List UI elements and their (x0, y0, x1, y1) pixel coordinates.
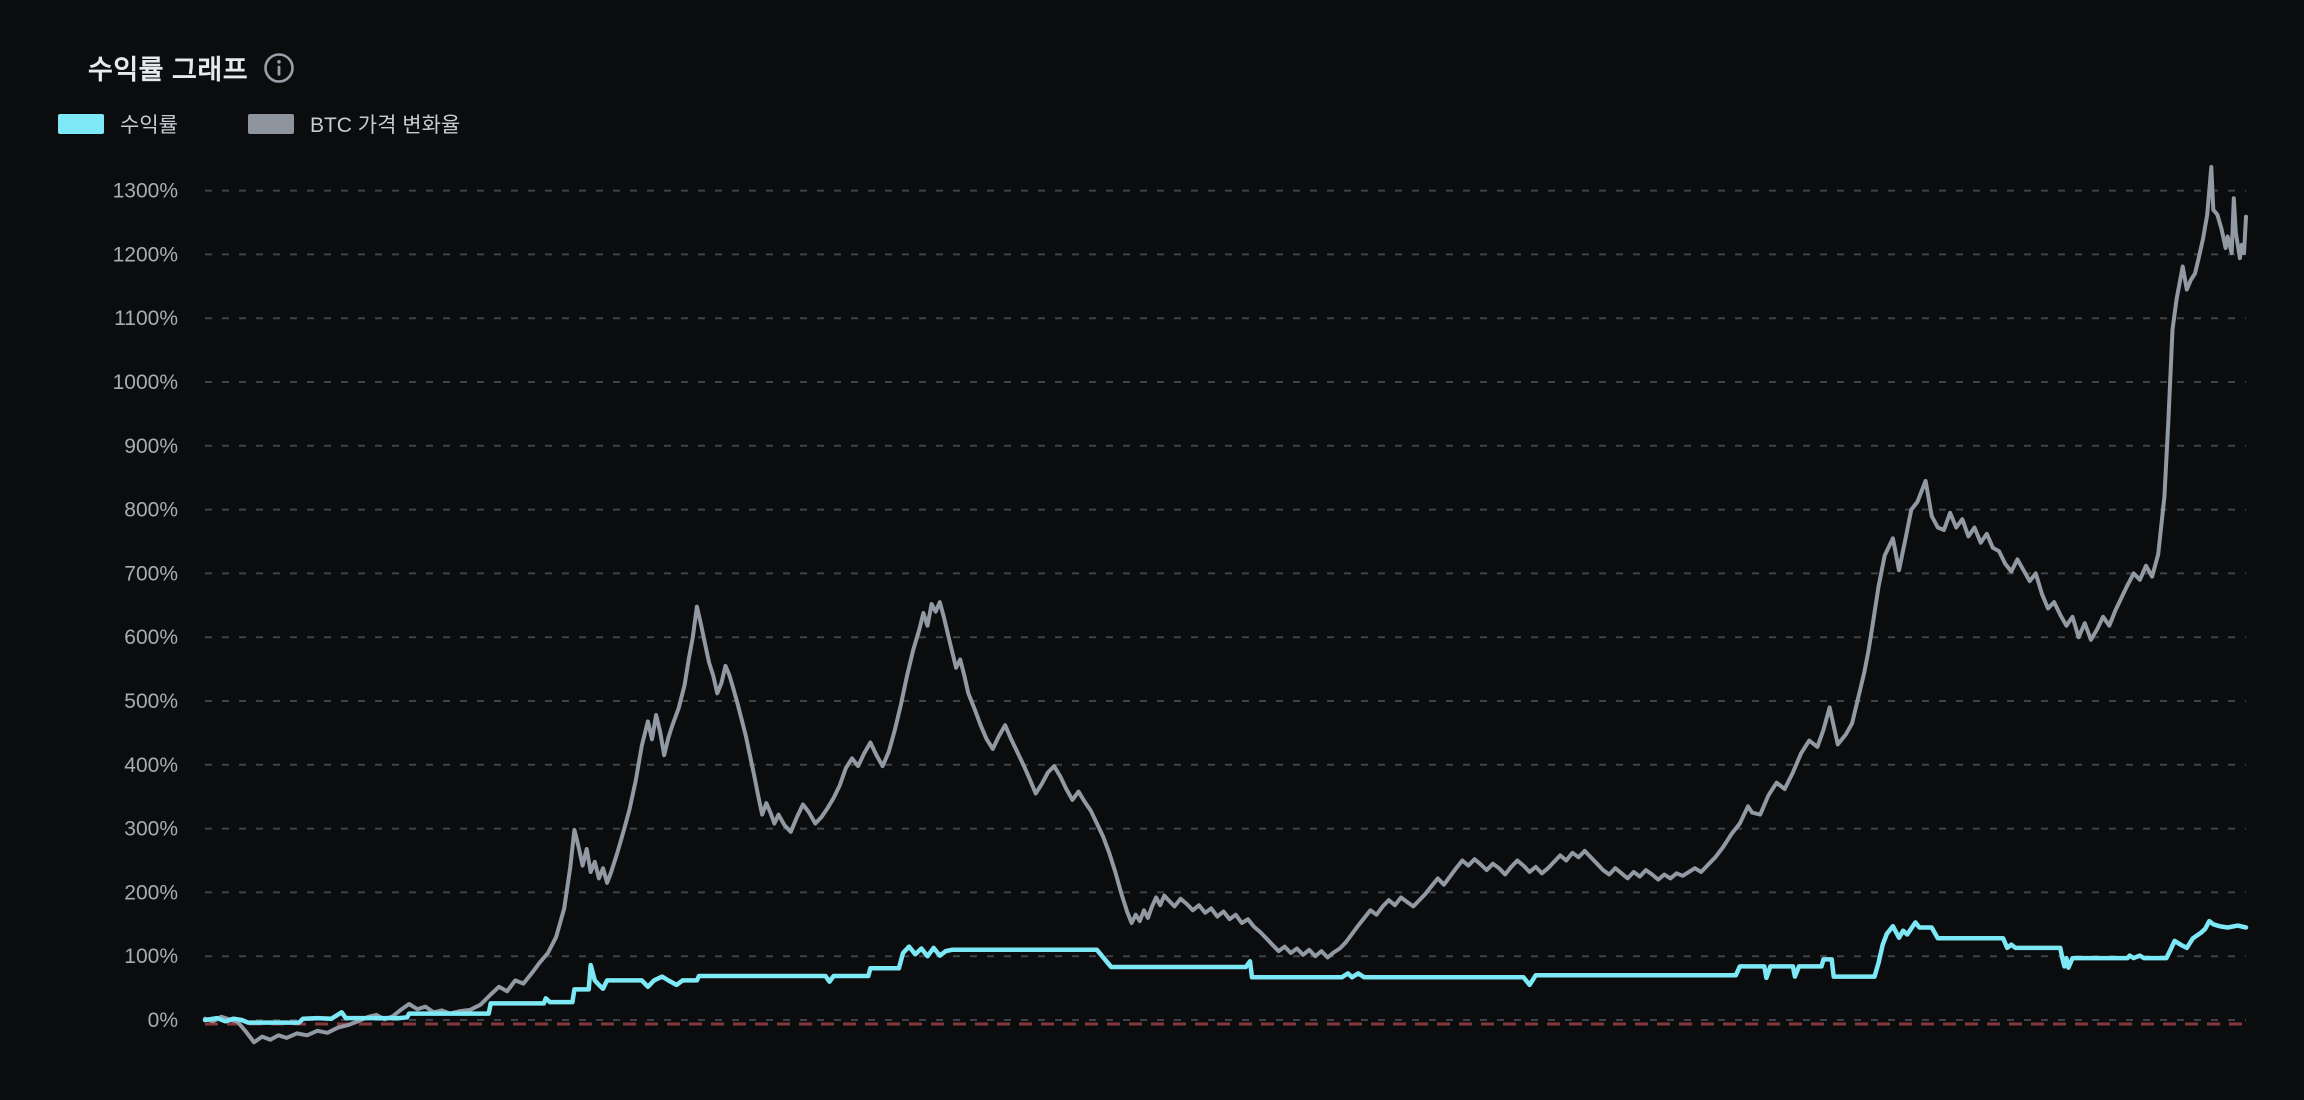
legend-label-return: 수익률 (120, 114, 178, 137)
y-axis-labels: 0% 100% 200% 300% 400% 500% 600% 700% 800% 900% 10… (113, 180, 178, 1032)
info-icon[interactable] (262, 51, 296, 85)
y-tick-label: 200% (124, 881, 178, 904)
legend-label-btc: BTC 가격 변화율 (309, 114, 461, 137)
series-return-line (202, 918, 2249, 1025)
y-tick-label: 900% (124, 435, 178, 458)
y-tick-label: 1100% (114, 307, 178, 330)
y-tick-label: 600% (124, 626, 178, 649)
y-tick-label: 400% (124, 754, 178, 777)
y-tick-label: 800% (124, 499, 178, 522)
return-swatch (58, 114, 104, 134)
y-tick-label: 100% (124, 945, 178, 968)
chart-header: 수익률 그래프 (88, 48, 296, 87)
legend-item-return[interactable]: 수익률 (58, 109, 178, 139)
y-tick-label: 700% (124, 562, 178, 585)
gridlines (205, 189, 2246, 1021)
y-tick-label: 300% (124, 818, 178, 841)
y-tick-label: 0% (148, 1009, 178, 1032)
btc-swatch (247, 114, 294, 134)
y-tick-label: 1000% (113, 371, 178, 394)
y-tick-label: 500% (124, 690, 178, 713)
page-title: 수익률 그래프 (88, 55, 249, 85)
chart-legend: 수익률 BTC 가격 변화율 (58, 109, 460, 139)
y-tick-label: 1200% (113, 243, 178, 266)
series-btc-line (203, 165, 2248, 1045)
y-tick-label: 1300% (113, 180, 178, 203)
legend-item-btc[interactable]: BTC 가격 변화율 (247, 109, 461, 139)
